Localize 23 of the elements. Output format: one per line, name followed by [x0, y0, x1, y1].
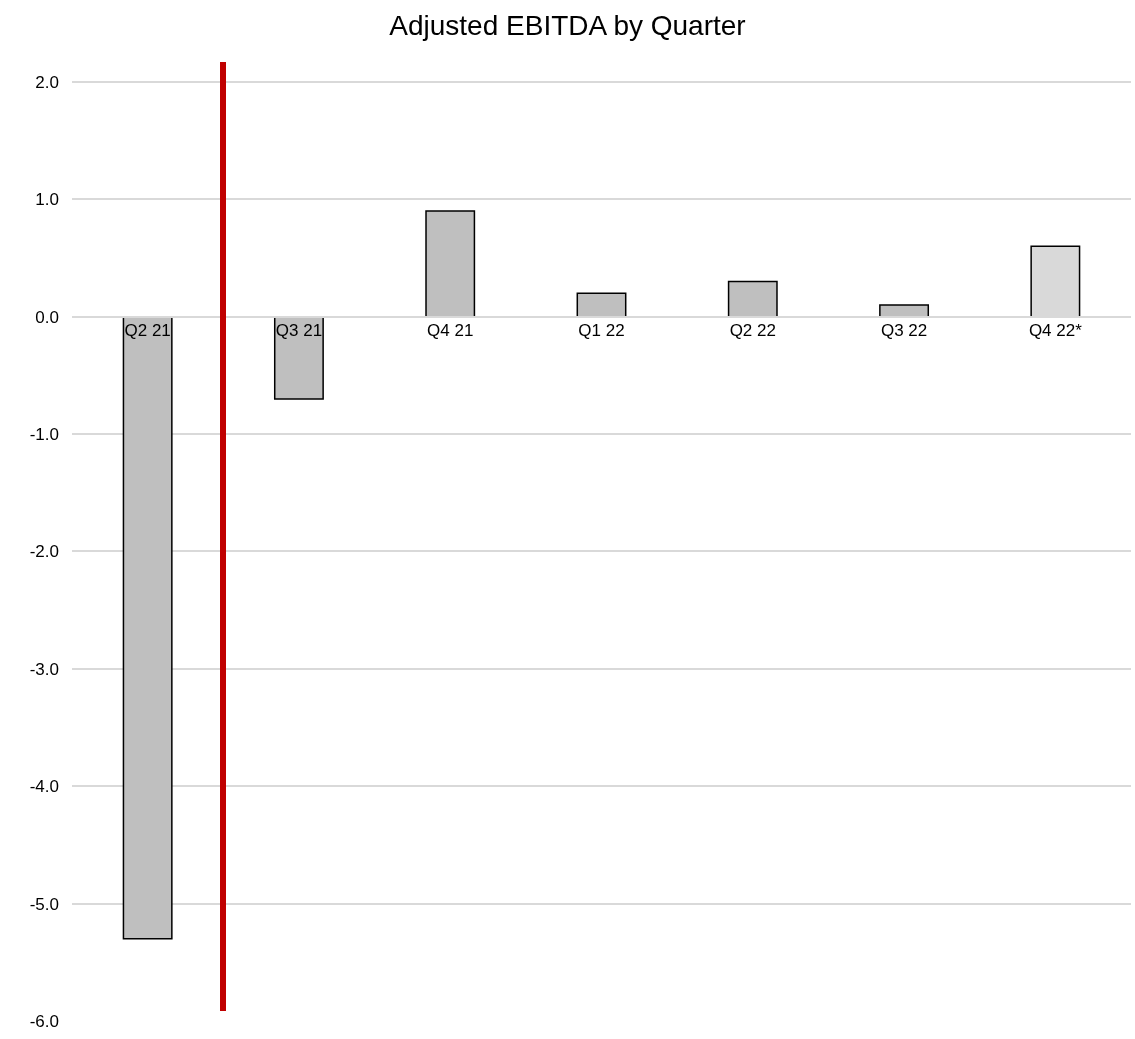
x-tick-label: Q4 21 — [427, 320, 474, 340]
x-tick-label: Q3 21 — [275, 320, 323, 340]
bar — [425, 210, 476, 318]
x-tick-label: Q2 22 — [729, 320, 776, 340]
x-tick-label: Q1 22 — [578, 320, 625, 340]
y-tick-label: 0.0 — [35, 307, 59, 327]
y-tick-label: -2.0 — [29, 542, 59, 562]
bar — [727, 280, 778, 318]
bar — [576, 292, 627, 318]
chart-title: Adjusted EBITDA by Quarter — [389, 10, 746, 42]
bar — [122, 315, 173, 940]
y-tick-label: -5.0 — [29, 894, 59, 914]
bar — [273, 315, 324, 400]
y-tick-label: -3.0 — [29, 659, 59, 679]
x-tick-label: Q2 21 — [124, 320, 171, 340]
bar — [879, 304, 930, 318]
y-tick-label: -1.0 — [29, 425, 59, 445]
y-tick-label: -4.0 — [29, 777, 59, 797]
x-tick-label: Q3 22 — [880, 320, 928, 340]
x-tick-label: Q4 22* — [1028, 320, 1083, 340]
y-tick-label: 2.0 — [35, 72, 59, 92]
y-tick-label: -6.0 — [29, 1011, 59, 1031]
y-tick-label: 1.0 — [35, 190, 59, 210]
